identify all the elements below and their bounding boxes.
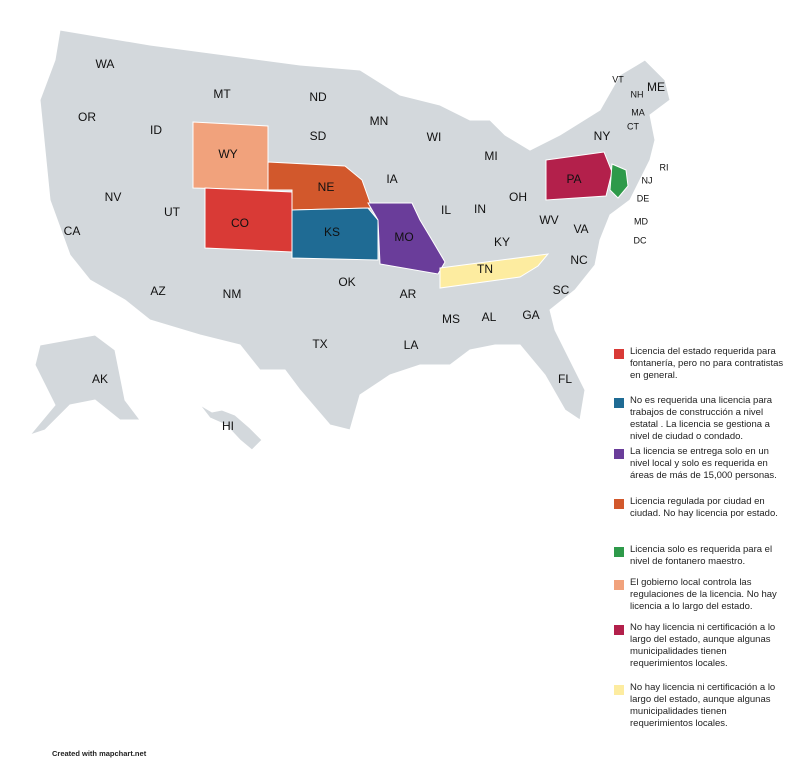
hawaii-outline <box>199 404 263 451</box>
state-label: WY <box>218 147 237 161</box>
legend-swatch <box>614 547 624 557</box>
state-shape <box>439 253 550 289</box>
state-shape <box>609 163 629 199</box>
state-label: NH <box>631 89 644 99</box>
state-label: AL <box>482 310 497 324</box>
state-shape <box>367 202 446 275</box>
state-label: OH <box>509 190 527 204</box>
legend-item: Licencia solo es requerida para el nivel… <box>614 544 789 568</box>
legend-text: No es requerida una licencia para trabaj… <box>630 395 773 442</box>
legend-text: El gobierno local controla las regulacio… <box>630 577 777 612</box>
legend-text: Licencia solo es requerida para el nivel… <box>630 544 773 567</box>
legend-swatch <box>614 398 624 408</box>
state-label: SC <box>553 283 570 297</box>
legend-swatch <box>614 349 624 359</box>
legend-item: La licencia se entrega solo en un nivel … <box>614 446 789 482</box>
legend-swatch <box>614 449 624 459</box>
state-label: MI <box>484 149 497 163</box>
state-label: DC <box>634 235 647 245</box>
state-label: ND <box>309 90 327 104</box>
legend-swatch <box>614 625 624 635</box>
state-label: CA <box>64 224 81 238</box>
state-label: LA <box>404 338 419 352</box>
state-label: VA <box>573 222 588 236</box>
state-label: OR <box>78 110 96 124</box>
legend-text: Licencia del estado requerida para fonta… <box>630 346 784 381</box>
legend-item: Licencia del estado requerida para fonta… <box>614 346 789 382</box>
legend-text: No hay licencia ni certificación a lo la… <box>630 622 776 669</box>
alaska-outline <box>28 334 141 437</box>
legend-text: No hay licencia ni certificación a lo la… <box>630 682 776 729</box>
state-shape <box>291 207 379 261</box>
credit: Created with mapchart.net <box>52 749 147 758</box>
state-label: AK <box>92 372 108 386</box>
legend-text: La licencia se entrega solo en un nivel … <box>630 446 777 481</box>
legend-item: No hay licencia ni certificación a lo la… <box>614 682 789 730</box>
state-label: SD <box>310 129 327 143</box>
state-label: NV <box>105 190 122 204</box>
state-label: KS <box>324 225 340 239</box>
state-label: NJ <box>642 175 653 185</box>
state-label: TN <box>477 262 493 276</box>
state-label: NC <box>570 253 588 267</box>
state-label: KY <box>494 235 510 249</box>
state-label: AR <box>400 287 417 301</box>
state-label: ID <box>150 123 162 137</box>
state-label: GA <box>522 308 539 322</box>
state-label: MD <box>634 216 648 226</box>
legend-swatch <box>614 685 624 695</box>
state-label: MA <box>631 107 645 117</box>
state-label: MS <box>442 312 460 326</box>
state-label: IN <box>474 202 486 216</box>
state-label: IA <box>386 172 397 186</box>
state-label: VT <box>612 74 624 84</box>
legend-swatch <box>614 499 624 509</box>
state-label: MN <box>370 114 389 128</box>
state-label: CO <box>231 216 249 230</box>
state-label: PA <box>566 172 581 186</box>
state-label: IL <box>441 203 451 217</box>
state-label: CT <box>627 121 639 131</box>
state-label: NY <box>594 129 611 143</box>
state-label: WV <box>539 213 558 227</box>
state-label: MO <box>394 230 413 244</box>
legend-swatch <box>614 580 624 590</box>
legend-item: No es requerida una licencia para trabaj… <box>614 395 789 443</box>
state-label: FL <box>558 372 572 386</box>
state-label: AZ <box>150 284 165 298</box>
legend-item: El gobierno local controla las regulacio… <box>614 577 789 613</box>
state-label: DE <box>637 193 650 203</box>
legend-item: No hay licencia ni certificación a lo la… <box>614 622 789 670</box>
state-label: NE <box>318 180 335 194</box>
legend-text: Licencia regulada por ciudad en ciudad. … <box>630 496 778 519</box>
state-label: NM <box>223 287 242 301</box>
state-label: RI <box>660 162 669 172</box>
state-shape <box>545 151 613 201</box>
state-label: OK <box>338 275 355 289</box>
state-label: TX <box>312 337 327 351</box>
state-label: MT <box>213 87 231 101</box>
state-label: WA <box>96 57 115 71</box>
state-label: WI <box>427 130 442 144</box>
state-label: HI <box>222 419 234 433</box>
legend-item: Licencia regulada por ciudad en ciudad. … <box>614 496 789 520</box>
state-label: ME <box>647 80 665 94</box>
state-label: UT <box>164 205 181 219</box>
